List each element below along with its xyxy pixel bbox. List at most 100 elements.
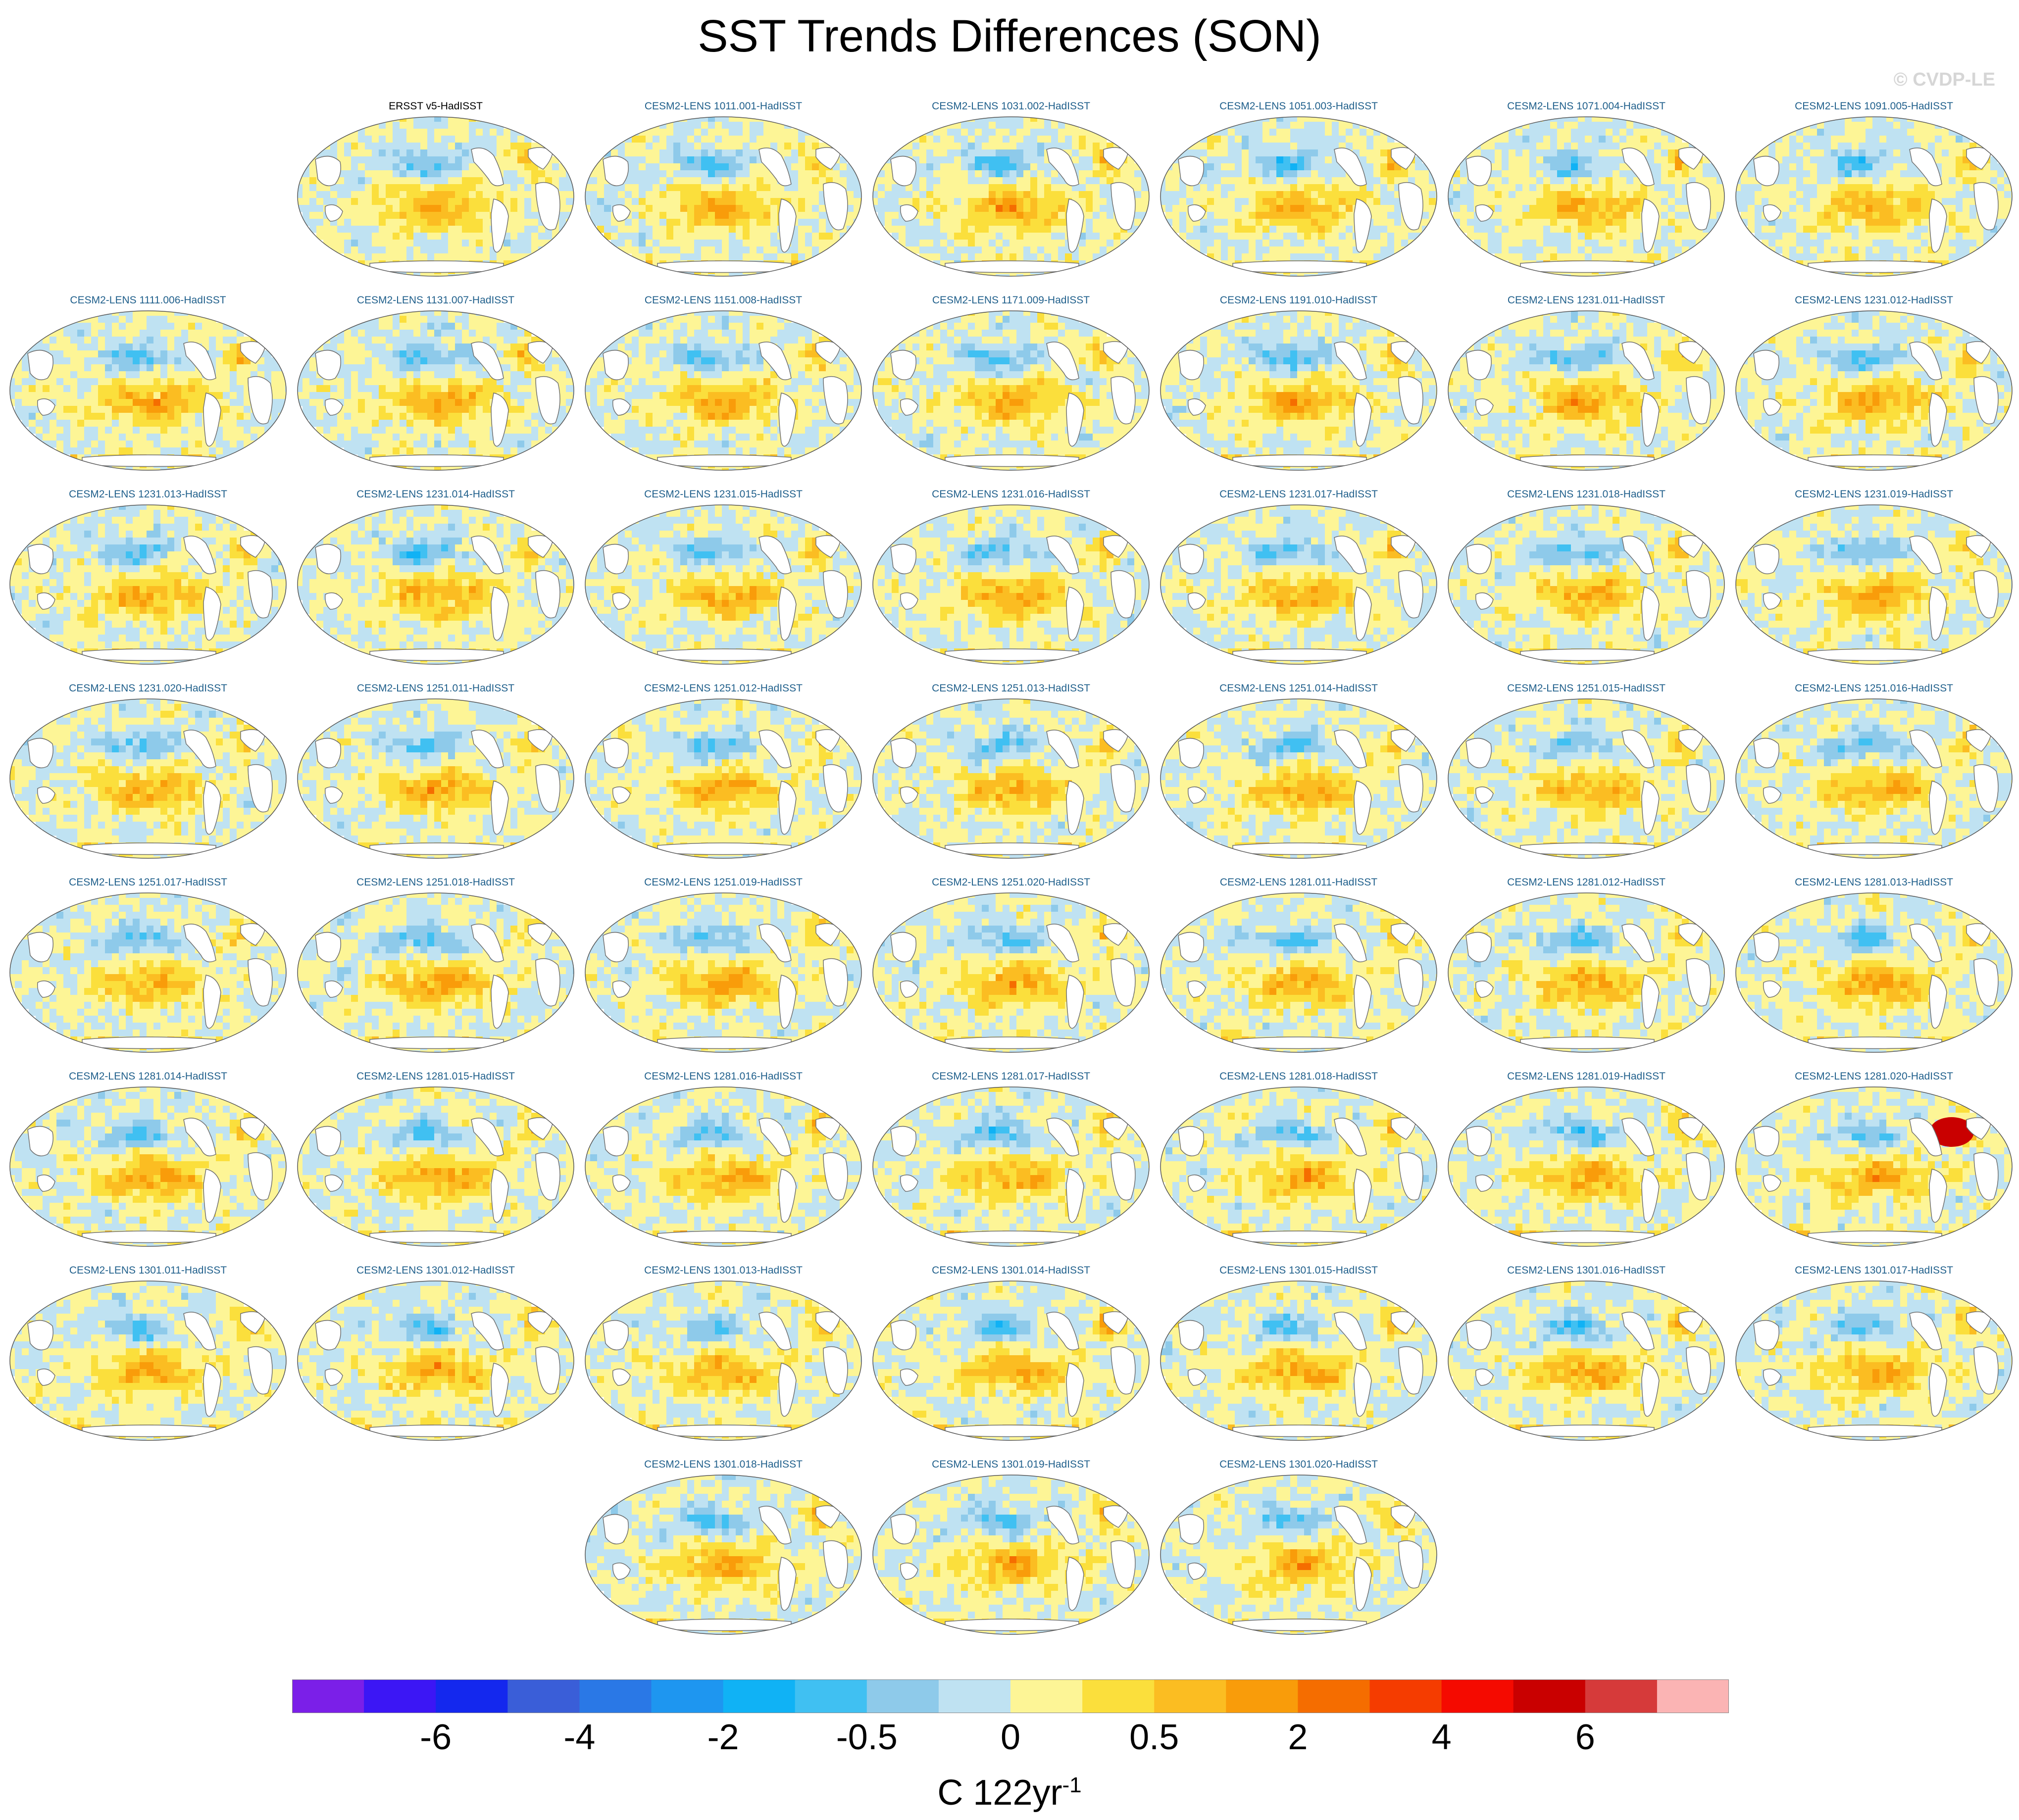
sst-cell [1481,191,1488,198]
sst-cell [1214,149,1221,157]
sst-cell [1214,143,1221,150]
sst-cell [1003,274,1010,276]
sst-cell [1304,136,1312,143]
sst-cell [1010,191,1017,198]
sst-cell [1585,253,1592,261]
sst-cell [1668,184,1675,192]
sst-cell [757,198,764,205]
sst-cell [1086,184,1093,192]
sst-cell [1969,253,1977,261]
sst-cell [1592,129,1599,136]
sst-cell [1845,177,1852,185]
sst-cell [1949,156,1956,164]
sst-cell [330,143,338,150]
sst-cell [573,191,574,198]
sst-cell [687,184,695,192]
sst-cell [1647,191,1655,198]
sst-cell [1866,117,1873,122]
sst-cell [1304,274,1312,276]
sst-cell [1557,177,1565,185]
sst-cell [1942,177,1949,185]
sst-cell [70,316,78,323]
sst-cell [1564,274,1571,276]
sst-cell [687,233,695,240]
sst-cell [1380,177,1388,185]
sst-cell [56,330,64,337]
sst-cell [1522,149,1530,157]
sst-cell [770,143,778,150]
sst-cell [1339,198,1346,205]
sst-cell [1221,184,1228,192]
sst-cell [1515,205,1523,212]
sst-cell [181,371,189,379]
sst-cell [1859,177,1866,185]
sst-cell [1536,143,1544,150]
sst-cell [805,184,812,192]
sst-cell [1886,240,1894,247]
sst-cell [379,240,386,247]
sst-cell [1311,129,1318,136]
sst-cell [469,226,476,233]
sst-cell [694,156,702,164]
sst-cell [968,219,975,226]
sst-cell [1093,226,1100,233]
sst-cell [729,184,736,192]
sst-cell [1262,156,1270,164]
sst-cell [1859,191,1866,198]
sst-cell [1872,219,1880,226]
sst-cell [77,357,85,365]
sst-cell [1107,177,1114,185]
sst-cell [1942,129,1949,136]
sst-cell [167,323,175,330]
sst-cell [1942,240,1949,247]
sst-cell [1866,205,1873,212]
sst-cell [1290,149,1298,157]
sst-cell [1748,184,1755,192]
sst-cell [420,136,428,143]
sst-cell [1775,177,1783,185]
sst-cell [1606,198,1613,205]
sst-cell [750,170,757,178]
land-mass [369,260,504,273]
sst-cell [722,274,729,276]
sst-cell [659,246,667,254]
sst-cell [441,274,449,276]
sst-cell [750,149,757,157]
sst-cell [1522,191,1530,198]
sst-cell [379,129,386,136]
sst-cell [1172,170,1180,178]
sst-cell [1290,129,1298,136]
sst-cell [926,226,934,233]
sst-cell [659,163,667,171]
sst-cell [483,205,490,212]
sst-cell [413,219,421,226]
sst-cell [873,198,878,205]
sst-cell [1654,184,1662,192]
sst-cell [722,122,729,129]
sst-cell [933,212,941,219]
sst-cell [604,184,611,192]
sst-cell [1228,253,1235,261]
sst-cell [1606,117,1613,122]
sst-cell [112,330,119,337]
sst-cell [1394,177,1402,185]
sst-cell [476,246,483,254]
sst-cell [351,219,358,226]
sst-cell [947,205,955,212]
sst-cell [1380,240,1388,247]
sst-cell [441,177,449,185]
sst-cell [798,226,806,233]
sst-cell [729,205,736,212]
sst-cell [216,337,223,344]
sst-cell [427,246,435,254]
sst-cell [1467,184,1474,192]
sst-cell [1796,226,1804,233]
sst-cell [1963,136,1970,143]
sst-cell [618,136,625,143]
sst-cell [1058,219,1065,226]
sst-cell [1585,170,1592,178]
sst-cell [968,253,975,261]
sst-cell [1942,163,1949,171]
sst-cell [1782,170,1790,178]
sst-cell [1997,198,2005,205]
